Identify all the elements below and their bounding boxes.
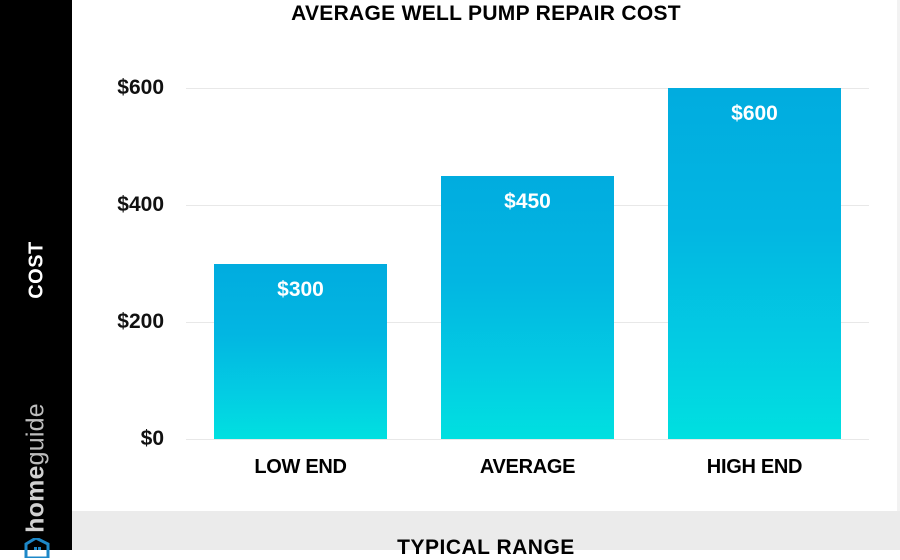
y-tick-label: $0: [140, 427, 164, 450]
bar-low-end: $300: [214, 263, 387, 439]
x-axis-footer: TYPICAL RANGE: [72, 511, 900, 559]
y-axis-label: COST: [25, 241, 48, 299]
sidebar: COST homeguide: [0, 0, 72, 558]
bar-value-label: $600: [731, 102, 778, 125]
brand-light: guide: [21, 403, 50, 466]
y-tick-label: $400: [117, 193, 164, 216]
gridline: [186, 88, 869, 89]
x-tick-label: LOW END: [254, 456, 347, 478]
x-axis-label: TYPICAL RANGE: [397, 536, 575, 559]
gridline: [186, 439, 869, 440]
brand-logo-text: homeguide: [22, 403, 51, 533]
home-logo-icon: [24, 538, 50, 558]
bar-chart: $0 $200 $400 $600 $300 LOW END $450 AVERAGE $600…: [72, 0, 900, 510]
x-tick-label: AVERAGE: [479, 456, 576, 478]
chart-title: AVERAGE WELL PUMP REPAIR COST: [291, 2, 681, 25]
x-tick-label: HIGH END: [706, 456, 803, 478]
bar-value-label: $450: [504, 189, 551, 213]
right-border: [897, 0, 900, 511]
y-tick-label: $200: [117, 310, 164, 333]
bar-high-end: $600: [668, 88, 841, 439]
brand-bold: home: [21, 465, 50, 533]
y-tick-label: $600: [117, 76, 164, 99]
bar-value-label: $300: [277, 277, 324, 301]
bar-average: $450: [441, 175, 614, 439]
